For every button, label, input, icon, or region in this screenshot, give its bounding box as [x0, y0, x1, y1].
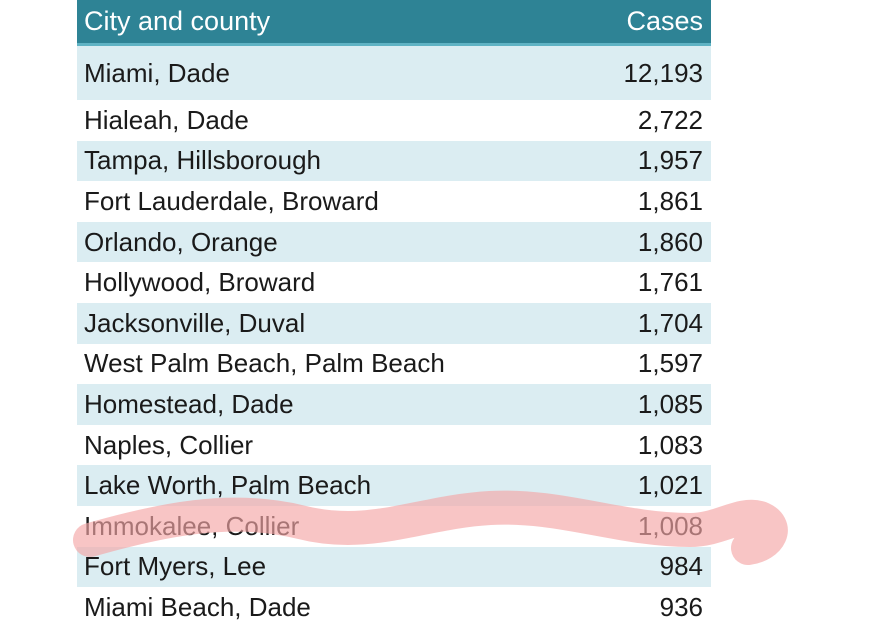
table-row: Hialeah, Dade 2,722 — [77, 100, 711, 141]
cases-cell: 1,861 — [637, 185, 703, 216]
city-cell: Jacksonville, Duval — [84, 307, 306, 338]
city-cell: Hialeah, Dade — [84, 104, 249, 135]
city-cell: Orlando, Orange — [84, 226, 278, 257]
table-row: Miami Beach, Dade 936 — [77, 587, 711, 625]
city-cell: West Palm Beach, Palm Beach — [84, 348, 445, 379]
table-row: Tampa, Hillsborough 1,957 — [77, 140, 711, 182]
table-row: Fort Myers, Lee 984 — [77, 546, 711, 588]
table-row: West Palm Beach, Palm Beach 1,597 — [77, 343, 711, 385]
city-cell: Naples, Collier — [84, 429, 254, 460]
city-cell: Miami Beach, Dade — [84, 591, 311, 622]
city-cell: Hollywood, Broward — [84, 267, 316, 298]
cases-cell: 2,722 — [637, 104, 703, 135]
city-cell: Tampa, Hillsborough — [84, 145, 322, 176]
table-row: Orlando, Orange 1,860 — [77, 221, 711, 263]
table-row: Homestead, Dade 1,085 — [77, 384, 711, 425]
cases-cell: 1,761 — [637, 267, 703, 298]
city-cell: Fort Lauderdale, Broward — [84, 185, 379, 216]
table-row: Fort Lauderdale, Broward 1,861 — [77, 181, 711, 222]
table-row: Immokalee, Collier 1,008 — [77, 505, 711, 547]
city-cell: Miami, Dade — [84, 57, 230, 88]
city-cell: Homestead, Dade — [84, 388, 294, 419]
cases-cell: 1,704 — [637, 307, 703, 338]
cases-cell: 1,008 — [637, 510, 703, 541]
table-row: Naples, Collier 1,083 — [77, 424, 711, 466]
cases-cell: 1,083 — [637, 429, 703, 460]
cases-cell: 12,193 — [623, 57, 703, 88]
table-row: Lake Worth, Palm Beach 1,021 — [77, 465, 711, 506]
cases-cell: 1,957 — [637, 145, 703, 176]
table-row: Jacksonville, Duval 1,704 — [77, 302, 711, 344]
header-city-and-county: City and county — [84, 6, 271, 36]
cases-cell: 1,021 — [637, 470, 703, 501]
city-cell: Immokalee, Collier — [84, 510, 300, 541]
cases-cell: 936 — [659, 591, 703, 622]
table-row: Miami, Dade 12,193 — [77, 46, 711, 100]
table-header: City and county Cases — [77, 0, 711, 46]
header-cases: Cases — [626, 6, 703, 36]
cases-table: City and county Cases Miami, Dade 12,193… — [77, 0, 711, 625]
cases-cell: 1,860 — [637, 226, 703, 257]
cases-cell: 1,085 — [637, 388, 703, 419]
table-row: Hollywood, Broward 1,761 — [77, 262, 711, 303]
city-cell: Fort Myers, Lee — [84, 551, 267, 582]
cases-cell: 984 — [659, 551, 703, 582]
city-cell: Lake Worth, Palm Beach — [84, 470, 372, 501]
cases-cell: 1,597 — [637, 348, 703, 379]
